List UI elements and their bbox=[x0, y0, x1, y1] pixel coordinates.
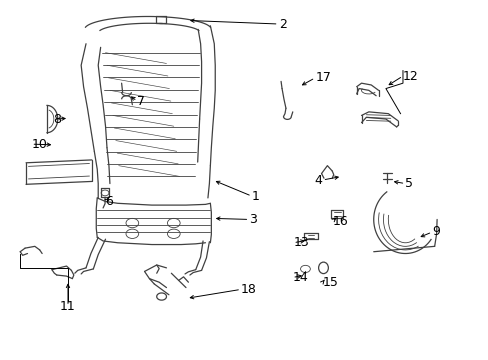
Text: 2: 2 bbox=[278, 18, 286, 31]
Text: 10: 10 bbox=[31, 138, 47, 150]
Text: 1: 1 bbox=[251, 190, 259, 203]
Text: 17: 17 bbox=[315, 71, 330, 84]
Text: 11: 11 bbox=[60, 300, 76, 313]
Text: 15: 15 bbox=[322, 276, 338, 289]
Text: 7: 7 bbox=[137, 95, 145, 108]
Text: 18: 18 bbox=[241, 283, 256, 296]
Text: 8: 8 bbox=[53, 113, 61, 126]
Text: 9: 9 bbox=[431, 225, 439, 238]
Text: 3: 3 bbox=[249, 213, 257, 226]
Text: 5: 5 bbox=[405, 177, 412, 190]
Text: 14: 14 bbox=[292, 271, 307, 284]
Text: 12: 12 bbox=[402, 69, 418, 82]
Text: 6: 6 bbox=[105, 195, 113, 208]
Text: 4: 4 bbox=[314, 174, 322, 186]
Text: 13: 13 bbox=[293, 236, 308, 249]
Text: 16: 16 bbox=[331, 215, 347, 228]
